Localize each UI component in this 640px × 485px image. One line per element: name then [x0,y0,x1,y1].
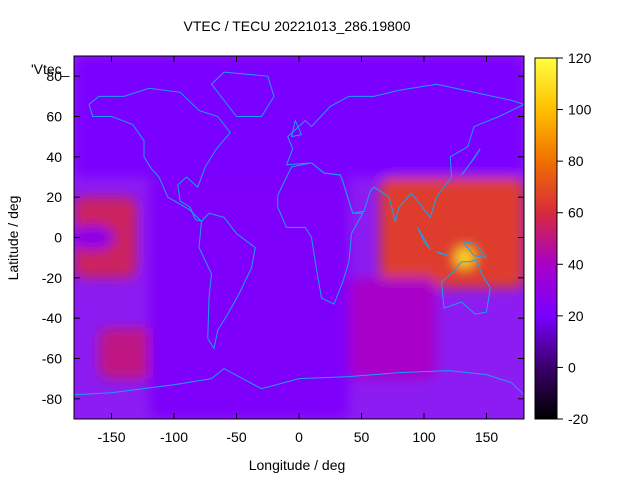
x-tick-label: -50 [226,429,246,445]
x-tick-label: 100 [412,429,436,445]
y-tick-label: 80 [46,68,62,84]
y-tick-label: 20 [46,189,62,205]
legend-key: 'Vtec_ [31,61,70,77]
x-tick-label: 0 [295,429,303,445]
x-tick-label: 50 [354,429,370,445]
y-tick-label: -80 [42,391,62,407]
x-axis: -150 -100 -50 0 50 100 150 [97,56,498,445]
coastline [74,367,524,396]
coastline-overlay [74,71,524,396]
coastline [210,71,275,117]
coastline [88,87,231,222]
colorbar-tick-label: -20 [568,411,588,427]
colorbar-tick-label: 80 [568,153,584,169]
coastline [461,148,481,176]
coastline [286,83,524,224]
heatmap-region [99,328,162,379]
coastline [198,212,256,350]
colorbar-tick-label: 40 [568,256,584,272]
colorbar [534,57,558,420]
colorbar-tick-label: 100 [568,102,592,118]
y-tick-label: -20 [42,270,62,286]
heatmap-layer [74,56,524,419]
heatmap-region [349,277,437,379]
coastline [436,251,450,257]
y-tick-label: 40 [46,149,62,165]
coastline [277,162,364,305]
colorbar-axis: -20 0 20 40 60 80 100 120 [557,50,592,427]
y-tick-label: -60 [42,351,62,367]
coastline [291,118,303,138]
colorbar-tick-label: 60 [568,205,584,221]
coastline [441,259,491,315]
heatmap-region [149,177,349,419]
y-tick-label: 0 [54,230,62,246]
heatmap-region [74,56,524,177]
x-tick-label: 150 [475,429,499,445]
x-tick-label: -100 [160,429,188,445]
x-tick-label: -150 [97,429,125,445]
coastline [417,227,431,250]
coastline [462,241,488,259]
y-tick-label: 60 [46,109,62,125]
colorbar-tick-label: 120 [568,50,592,66]
y-axis-label: Latitude / deg [5,196,21,281]
y-axis: -80 -60 -40 -20 0 20 40 60 80 [42,68,524,407]
heatmap-region [74,225,115,250]
heatmap-region [380,177,524,288]
chart-title: VTEC / TECU 20221013_286.19800 [183,18,410,34]
x-axis-label: Longitude / deg [249,457,346,473]
colorbar-tick-label: 0 [568,359,576,375]
heatmap-region [455,247,474,268]
y-tick-label: -40 [42,310,62,326]
colorbar-tick-label: 20 [568,308,584,324]
